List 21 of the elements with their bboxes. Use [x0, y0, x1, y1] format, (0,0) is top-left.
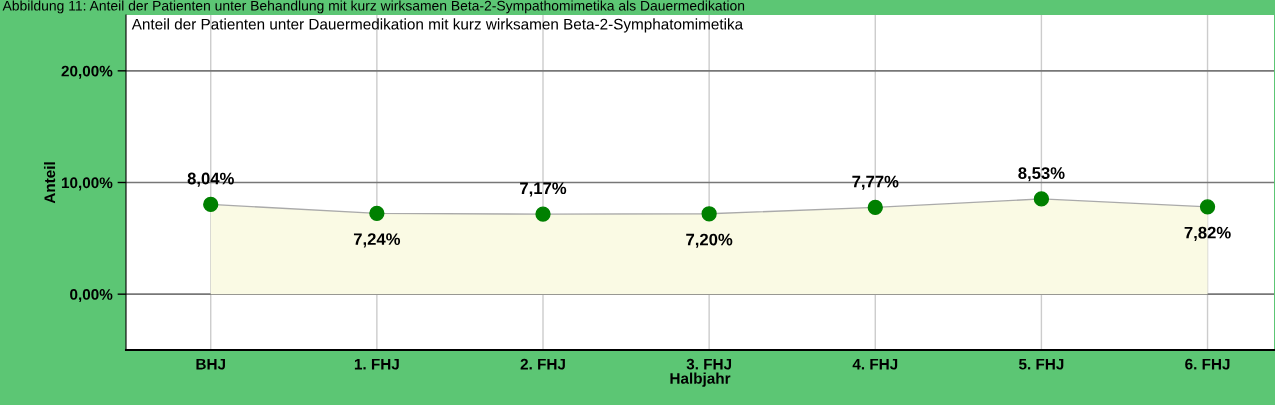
data-label: 8,04% [187, 172, 234, 187]
x-tick-label: 5. FHJ [1018, 358, 1064, 370]
x-tick-label: BHJ [196, 358, 225, 370]
x-tick-label: 4. FHJ [852, 358, 898, 370]
x-tick-label: 1. FHJ [354, 358, 399, 370]
y-tick-label: 0,00% [70, 289, 113, 303]
y-tick-label: 10,00% [61, 177, 113, 191]
data-label: 7,77% [852, 175, 899, 190]
x-tick-label: 3. FHJ [686, 358, 732, 370]
data-label: 8,53% [1018, 167, 1065, 182]
text: Abbildung 11: Anteil der Patienten unter Behandlung mit kurz wirksamen Beta-2-Sympathomimetika als Dauermedikation [2, 0, 745, 14]
data-label: 7,20% [686, 233, 733, 248]
y-tick-label: 20,00% [61, 65, 113, 79]
x-axis-title: Halbjahr [670, 372, 731, 387]
data-label: 7,17% [520, 182, 567, 197]
y-axis-title: Anteil [43, 162, 56, 204]
x-tick-label: 6. FHJ [1185, 358, 1230, 370]
data-label: 7,82% [1184, 226, 1231, 241]
data-label: 7,24% [353, 233, 401, 248]
chart-title: Anteil der Patienten unter Dauermedikation mit kurz wirksamen Beta-2-Symphatomimetika [131, 18, 744, 33]
x-tick-label: 2. FHJ [520, 358, 565, 370]
